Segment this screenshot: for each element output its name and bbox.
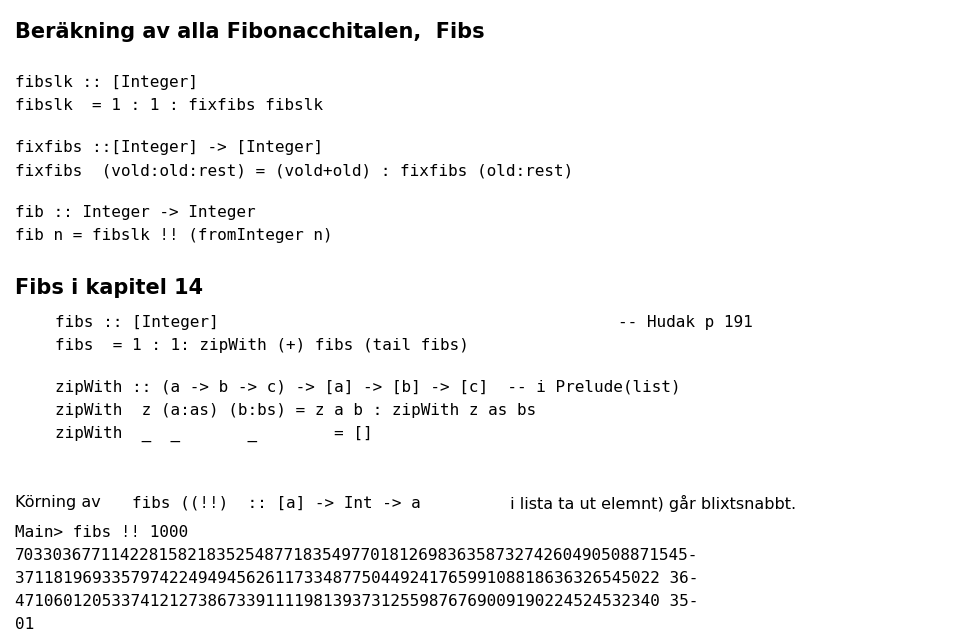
Text: 01: 01 (15, 617, 35, 632)
Text: zipWith :: (a -> b -> c) -> [a] -> [b] -> [c]  -- i Prelude(list): zipWith :: (a -> b -> c) -> [a] -> [b] -… (55, 380, 681, 395)
Text: 3711819693357974224949456261173348775044924176599108818636326545022 36-: 3711819693357974224949456261173348775044… (15, 571, 698, 586)
Text: Körning av: Körning av (15, 495, 105, 510)
Text: fibs :: [Integer]: fibs :: [Integer] (55, 315, 219, 330)
Text: 7033036771142281582183525487718354977018126983635873274260490508871545-: 7033036771142281582183525487718354977018… (15, 548, 698, 563)
Text: fixfibs ::[Integer] -> [Integer]: fixfibs ::[Integer] -> [Integer] (15, 140, 323, 155)
Text: fib :: Integer -> Integer: fib :: Integer -> Integer (15, 205, 256, 220)
Text: Fibs i kapitel 14: Fibs i kapitel 14 (15, 278, 203, 298)
Text: fibs  = 1 : 1: zipWith (+) fibs (tail fibs): fibs = 1 : 1: zipWith (+) fibs (tail fib… (55, 338, 469, 353)
Text: fixfibs  (vold:old:rest) = (vold+old) : fixfibs (old:rest): fixfibs (vold:old:rest) = (vold+old) : f… (15, 163, 573, 178)
Text: zipWith  _  _       _        = []: zipWith _ _ _ = [] (55, 426, 373, 442)
Text: Main> fibs !! 1000: Main> fibs !! 1000 (15, 525, 188, 540)
Text: 4710601205337412127386733911119813937312559876769009190224524532340 35-: 4710601205337412127386733911119813937312… (15, 594, 698, 609)
Text: fib n = fibslk !! (fromInteger n): fib n = fibslk !! (fromInteger n) (15, 228, 333, 243)
Text: fibslk :: [Integer]: fibslk :: [Integer] (15, 75, 198, 90)
Text: zipWith  z (a:as) (b:bs) = z a b : zipWith z as bs: zipWith z (a:as) (b:bs) = z a b : zipWit… (55, 403, 536, 418)
Text: fibslk  = 1 : 1 : fixfibs fibslk: fibslk = 1 : 1 : fixfibs fibslk (15, 98, 323, 113)
Text: fibs ((!!)  :: [a] -> Int -> a: fibs ((!!) :: [a] -> Int -> a (132, 495, 421, 510)
Text: -- Hudak p 191: -- Hudak p 191 (618, 315, 753, 330)
Text: i lista ta ut elemnt) går blixtsnabbt.: i lista ta ut elemnt) går blixtsnabbt. (504, 495, 796, 512)
Text: Beräkning av alla Fibonacchitalen,  Fibs: Beräkning av alla Fibonacchitalen, Fibs (15, 22, 484, 42)
